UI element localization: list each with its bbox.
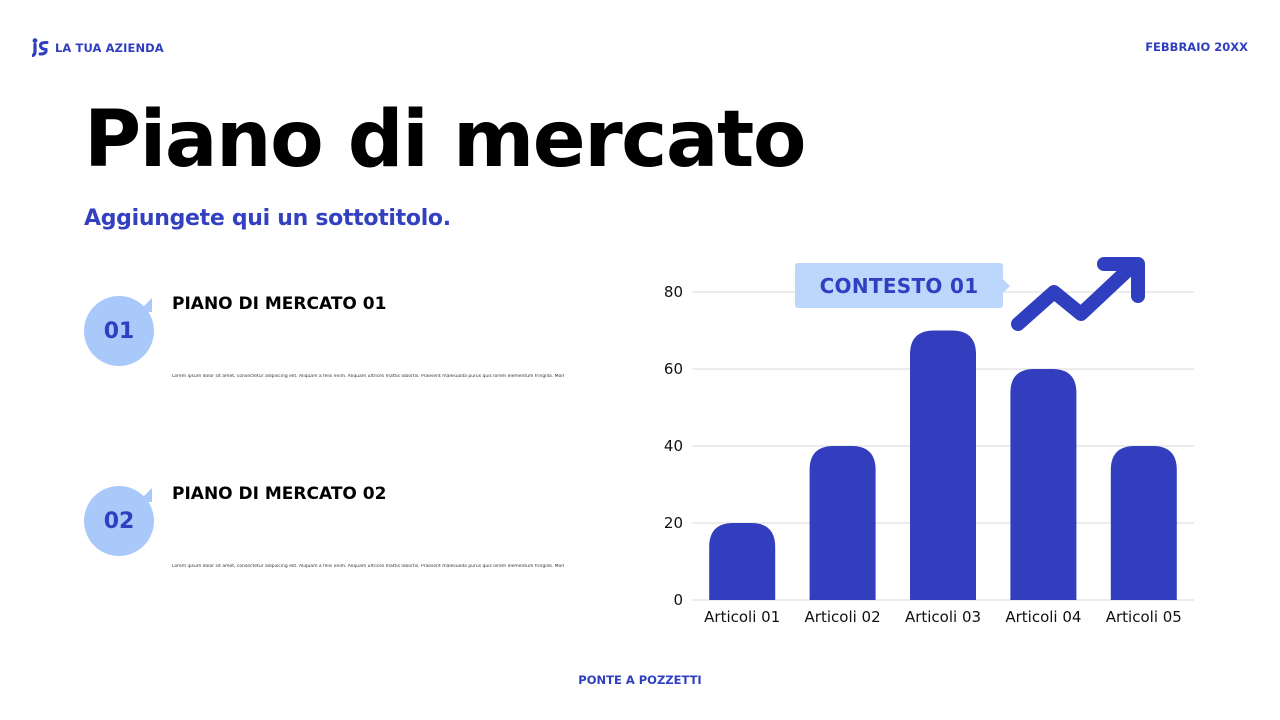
bar [910, 330, 976, 600]
item-number: 02 [103, 508, 135, 534]
context-callout: CONTESTO 01 [795, 263, 1010, 308]
y-tick-label: 0 [673, 591, 683, 609]
item-body-text: Lorem ipsum dolor sit amet, consectetur … [172, 374, 564, 379]
x-tick-label: Articoli 01 [704, 608, 780, 626]
x-tick-label: Articoli 05 [1106, 608, 1182, 626]
company-name: LA TUA AZIENDA [55, 40, 164, 55]
company-logo: LA TUA AZIENDA [32, 38, 164, 57]
x-tick-label: Articoli 04 [1005, 608, 1081, 626]
y-tick-label: 20 [664, 514, 683, 532]
bar-chart: 0 20 40 60 80 Articoli 01 Articoli 02 Articoli … [664, 283, 1194, 626]
bar [709, 523, 776, 600]
number-bubble: 01 [84, 296, 154, 366]
trend-up-arrow-icon [1011, 257, 1145, 331]
item-body-text: Lorem ipsum dolor sit amet, consectetur … [172, 564, 564, 569]
date-label: FEBBRAIO 20XX [1145, 40, 1248, 54]
page-subtitle: Aggiungete qui un sottotitolo. [84, 206, 451, 231]
bar [1110, 446, 1177, 600]
y-tick-label: 40 [664, 437, 683, 455]
item-heading: PIANO DI MERCATO 02 [172, 484, 387, 504]
y-tick-label: 60 [664, 360, 683, 378]
footer-text: PONTE A POZZETTI [578, 673, 702, 687]
page-title: Piano di mercato [84, 95, 806, 185]
bar [809, 446, 876, 600]
item-number: 01 [103, 318, 135, 344]
number-bubble: 02 [84, 486, 154, 556]
callout-label: CONTESTO 01 [819, 273, 979, 298]
bar [1010, 369, 1077, 600]
item-heading: PIANO DI MERCATO 01 [172, 294, 387, 314]
y-tick-label: 80 [664, 283, 683, 301]
company-logo-icon [32, 38, 49, 57]
x-tick-label: Articoli 03 [905, 608, 981, 626]
x-tick-label: Articoli 02 [805, 608, 881, 626]
